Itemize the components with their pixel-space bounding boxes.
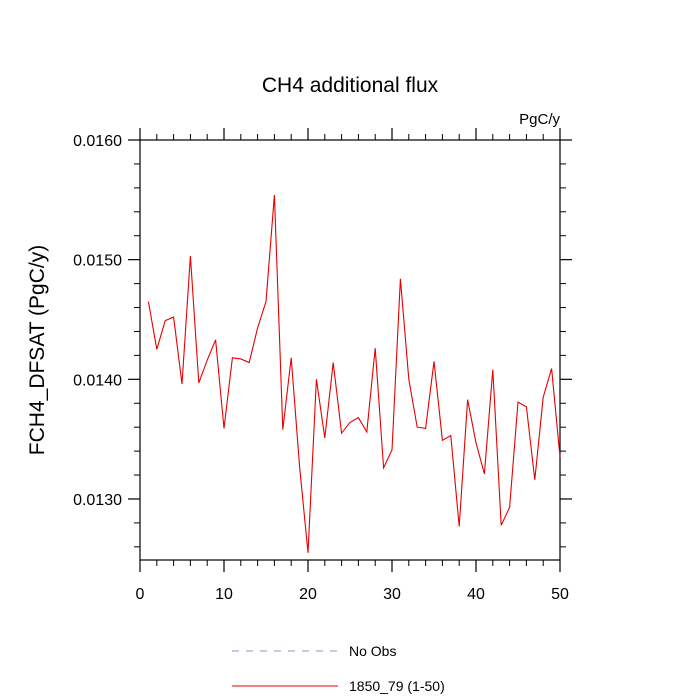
y-axis-label: FCH4_DFSAT (PgC/y) bbox=[26, 245, 49, 455]
y-tick-label: 0.0140 bbox=[73, 372, 122, 389]
legend: No Obs 1850_79 (1-50) bbox=[232, 643, 445, 694]
x-tick-label: 10 bbox=[215, 586, 233, 603]
axis-tick-labels: 0 10 20 30 40 50 0.0130 0.0140 0.0150 0.0160 bbox=[73, 133, 569, 603]
series-line-0 bbox=[147, 194, 561, 553]
y-tick-label: 0.0160 bbox=[73, 133, 122, 150]
x-tick-label: 50 bbox=[551, 586, 569, 603]
units-label: PgC/y bbox=[519, 111, 560, 128]
plot-frame bbox=[139, 139, 561, 561]
series-lines bbox=[147, 194, 561, 553]
x-tick-label: 40 bbox=[467, 586, 485, 603]
x-tick-label: 0 bbox=[136, 586, 145, 603]
y-tick-label: 0.0150 bbox=[73, 253, 122, 270]
y-tick-label: 0.0130 bbox=[73, 492, 122, 509]
x-tick-label: 20 bbox=[299, 586, 317, 603]
axis-ticks bbox=[128, 128, 572, 572]
chart-title: CH4 additional flux bbox=[262, 74, 439, 97]
legend-label-1: 1850_79 (1-50) bbox=[349, 678, 445, 694]
x-tick-label: 30 bbox=[383, 586, 401, 603]
legend-label-0: No Obs bbox=[349, 643, 396, 659]
